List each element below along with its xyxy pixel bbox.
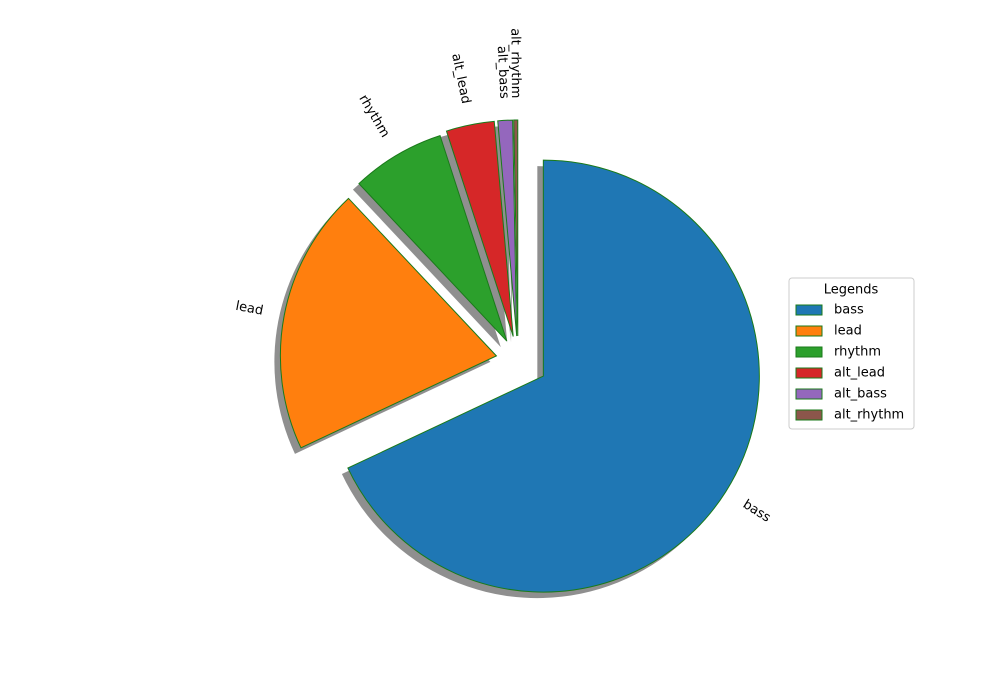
wedge	[358, 135, 508, 342]
slice-label: rhythm	[355, 92, 392, 140]
legend-swatch	[795, 304, 823, 316]
slice-label: alt_lead	[448, 52, 473, 105]
wedge	[347, 159, 760, 593]
legend-label: bass	[834, 303, 864, 318]
legend-label: rhythm	[834, 345, 881, 360]
legend-title: Legends	[824, 283, 879, 298]
wedge	[279, 197, 498, 449]
legend-swatch	[795, 367, 823, 379]
legend-swatch	[795, 409, 823, 421]
legend: Legends bass lead rhythm alt_lead alt_bassal…	[788, 277, 915, 430]
legend-swatch	[795, 325, 823, 337]
legend-label: alt_bass	[834, 387, 887, 402]
slice-label: lead	[234, 299, 264, 319]
legend-swatch	[795, 346, 823, 358]
legend-swatch	[795, 388, 823, 400]
slice-label: bass	[740, 497, 773, 526]
wedge	[445, 120, 514, 337]
legend-label: lead	[834, 324, 862, 339]
wedge	[497, 119, 518, 337]
legend-label: alt_rhythm	[834, 408, 904, 423]
slice-label: alt_bass	[494, 45, 512, 99]
wedges	[279, 119, 760, 593]
slice-label: alt_rhythm	[507, 28, 523, 98]
wedge	[513, 119, 519, 337]
legend-label: alt_lead	[834, 366, 885, 381]
